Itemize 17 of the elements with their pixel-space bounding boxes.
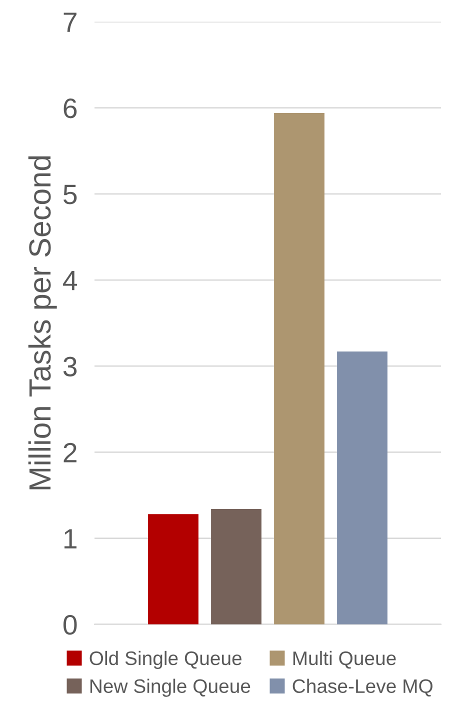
y-tick-label: 3 — [63, 356, 77, 376]
y-tick-label: 2 — [64, 442, 76, 462]
y-tick-label: 0 — [63, 615, 77, 635]
legend-label: Chase-Leve MQ — [292, 678, 432, 697]
bar — [148, 514, 198, 624]
legend-label: Old Single Queue — [90, 650, 242, 670]
y-tick-label: 5 — [63, 184, 77, 204]
bar — [211, 509, 262, 624]
y-tick-label: 6 — [64, 98, 77, 118]
y-tick-label: 7 — [64, 12, 76, 32]
bar — [274, 113, 324, 624]
y-axis-title: Million Tasks per Second — [28, 156, 57, 490]
y-tick-label: 4 — [63, 270, 78, 290]
legend-label: New Single Queue — [90, 678, 250, 697]
legend-label: Multi Queue — [293, 650, 396, 669]
bar — [337, 351, 388, 624]
y-tick-label: 1 — [64, 529, 76, 548]
